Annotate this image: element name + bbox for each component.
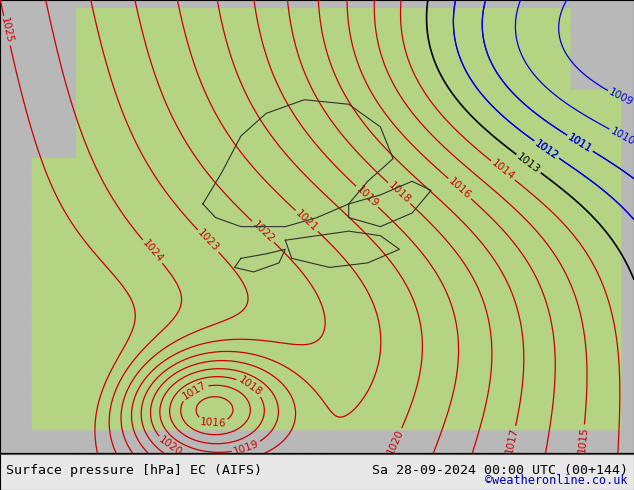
Text: 1011: 1011 — [566, 132, 594, 154]
Text: 1021: 1021 — [294, 208, 320, 234]
Text: 1022: 1022 — [250, 219, 276, 245]
Text: 1019: 1019 — [232, 439, 261, 457]
Text: 1016: 1016 — [200, 417, 226, 429]
Text: 1009: 1009 — [607, 87, 634, 108]
Text: 1014: 1014 — [489, 158, 516, 183]
Text: 1011: 1011 — [566, 132, 594, 154]
Text: 1012: 1012 — [533, 138, 560, 161]
Text: 1020: 1020 — [385, 428, 406, 456]
Text: 1015: 1015 — [577, 426, 589, 453]
Text: Sa 28-09-2024 00:00 UTC (00+144): Sa 28-09-2024 00:00 UTC (00+144) — [372, 465, 628, 477]
Text: 1013: 1013 — [515, 152, 542, 175]
Text: 1017: 1017 — [180, 380, 208, 402]
Text: 1016: 1016 — [446, 176, 473, 201]
Text: 1025: 1025 — [0, 17, 15, 45]
Text: 1023: 1023 — [195, 228, 221, 254]
Text: 1012: 1012 — [533, 138, 560, 161]
Text: 1017: 1017 — [505, 427, 520, 455]
Text: 1010: 1010 — [609, 125, 634, 147]
Text: 1018: 1018 — [386, 180, 412, 206]
Text: Surface pressure [hPa] EC (AIFS): Surface pressure [hPa] EC (AIFS) — [6, 465, 262, 477]
Text: 1020: 1020 — [157, 435, 184, 458]
Text: 1018: 1018 — [236, 374, 264, 398]
Text: 1024: 1024 — [140, 238, 165, 265]
Text: 1019: 1019 — [354, 184, 380, 209]
Text: ©weatheronline.co.uk: ©weatheronline.co.uk — [485, 474, 628, 487]
